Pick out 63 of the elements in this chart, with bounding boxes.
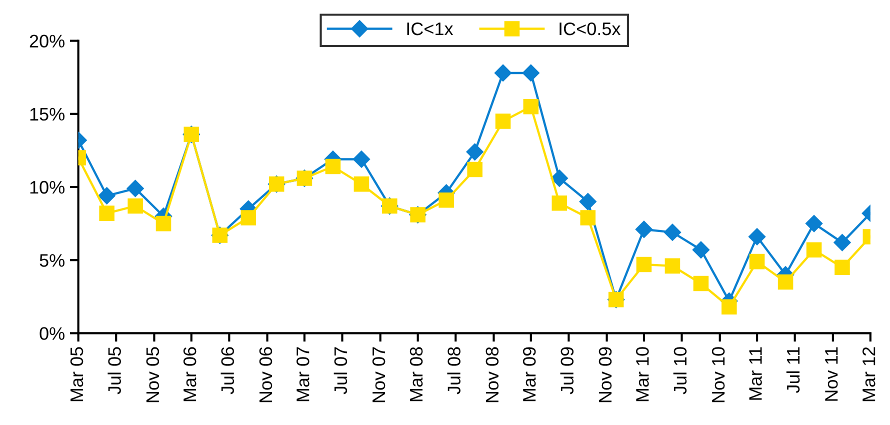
point: [352, 150, 370, 168]
point: [778, 274, 794, 290]
y-tick-label: 0%: [40, 327, 64, 340]
x-tick-label: Jul 10: [673, 347, 687, 394]
point: [693, 276, 709, 292]
x-tick-label: Mar 10: [636, 347, 649, 402]
x-tick-label: Mar 09: [522, 347, 536, 402]
point: [466, 143, 484, 160]
x-tick-label: Mar 07: [296, 347, 310, 402]
point: [494, 64, 512, 82]
point: [99, 206, 114, 221]
legend-label: IC<1x: [407, 22, 454, 36]
y-tick-label: 20%: [30, 34, 64, 48]
point: [325, 158, 341, 174]
x-tick-label: Jul 05: [108, 347, 121, 394]
point: [240, 210, 256, 226]
point: [98, 187, 116, 204]
legend-label: IC<0.5x: [560, 22, 621, 36]
y-tick-label: 10%: [30, 180, 64, 194]
point: [635, 220, 653, 238]
y-tick-label: 5%: [40, 254, 64, 267]
x-tick-label: Jul 06: [220, 347, 234, 394]
point: [156, 216, 172, 232]
point: [467, 162, 482, 178]
point: [748, 228, 766, 246]
x-tick-label: Nov 07: [372, 347, 386, 402]
point: [523, 98, 539, 114]
point: [438, 192, 454, 208]
x-tick-label: Nov 05: [146, 347, 160, 402]
x-tick-label: Mar 08: [410, 347, 423, 402]
point: [550, 170, 568, 187]
point: [636, 256, 652, 272]
point: [692, 241, 710, 258]
y-tick-label: 15%: [30, 108, 64, 121]
point: [495, 114, 511, 129]
point: [749, 254, 765, 270]
point: [580, 210, 596, 226]
x-tick-label: Jul 09: [560, 347, 574, 394]
point: [126, 180, 144, 198]
x-tick-label: Nov 10: [712, 347, 725, 402]
x-tick-label: Nov 09: [598, 347, 612, 402]
x-tick-label: Jul 08: [447, 347, 460, 394]
x-tick-label: Mar 05: [70, 347, 84, 402]
point: [805, 215, 823, 232]
x-tick-label: Nov 08: [486, 347, 499, 402]
point: [354, 176, 370, 192]
x-tick-label: Mar 12: [862, 347, 876, 402]
x-tick-label: Mar 06: [183, 347, 196, 402]
x-tick-label: Nov 06: [259, 347, 272, 402]
point: [722, 299, 737, 315]
point: [664, 224, 682, 241]
x-tick-label: Mar 11: [749, 347, 762, 400]
point: [806, 242, 822, 258]
point: [834, 234, 851, 252]
x-tick-label: Jul 07: [334, 347, 348, 394]
point: [834, 260, 850, 276]
x-tick-label: Jul 11: [786, 347, 800, 393]
point: [128, 198, 143, 214]
point: [522, 64, 540, 82]
point: [579, 193, 596, 210]
point: [552, 195, 568, 211]
point: [664, 258, 680, 274]
x-tick-label: Nov 11: [825, 347, 838, 401]
